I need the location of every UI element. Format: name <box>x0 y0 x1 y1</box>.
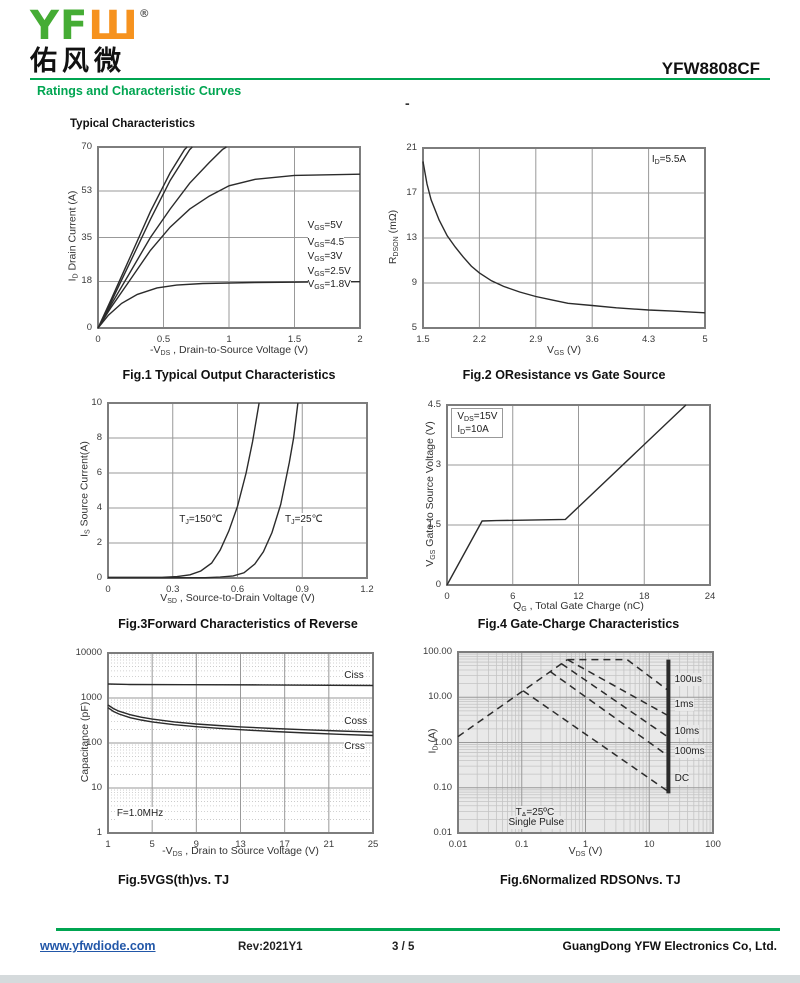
condition-pulse: Single Pulse <box>508 816 565 830</box>
series-soa-100ms <box>549 670 669 757</box>
header-rule <box>30 78 770 80</box>
label-10ms: 10ms <box>674 724 700 738</box>
fig4-x-axis-label: QG , Total Gate Charge (nC) <box>513 600 644 613</box>
legend-vgs-3v: VGS=3V <box>307 250 343 264</box>
fig6-canvas <box>457 651 714 834</box>
footer-rule <box>56 928 780 931</box>
series-soa-1ms <box>567 658 669 717</box>
page-heading: Typical Characteristics <box>70 118 196 130</box>
fig5-x-axis-label: -VDS , Drain to Source Voltage (V) <box>162 845 319 858</box>
conditions-box: VDS=15V ID=10A <box>451 408 504 439</box>
series-soa-100us <box>567 658 669 692</box>
legend-vgs-2.5v: VGS=2.5V <box>307 265 351 279</box>
series-rdson-vs-vgs <box>422 161 706 314</box>
logo-chinese-name: 佑风微 <box>30 46 126 77</box>
page-bottom-strip <box>0 975 800 983</box>
label-ciss: Ciss <box>344 669 364 683</box>
logo-w-glyph: Ш <box>88 3 139 49</box>
label-100ms: 100ms <box>674 744 705 758</box>
fig3-caption: Fig.3Forward Characteristics of Reverse <box>118 617 358 631</box>
condition-id: ID=5.5A <box>651 154 687 167</box>
series-gate-charge <box>446 404 687 586</box>
series-tj-25c <box>108 402 299 579</box>
series-vgs-4.5v <box>97 146 193 329</box>
series-soa-10ms <box>561 663 669 738</box>
label-coss: Coss <box>344 715 368 729</box>
label-1ms: 1ms <box>674 697 694 711</box>
series-ciss <box>107 683 374 687</box>
series-soa-dc <box>522 690 669 793</box>
logo-yf-text: YF <box>30 3 89 49</box>
fig6-x-axis-label: VDS (V) <box>568 845 603 858</box>
fig3-x-axis-label: VSD , Source-to-Drain Voltage (V) <box>160 592 315 605</box>
fig2-caption: Fig.2 OResistance vs Gate Source <box>462 368 666 382</box>
fig3-y-axis-label: IS Source Current(A) <box>78 441 92 537</box>
series-vgs-1.8v <box>97 281 361 329</box>
fig2-canvas <box>422 147 706 329</box>
fig6-caption: Fig.6Normalized RDSONvs. TJ <box>500 873 681 887</box>
header-dash: - <box>405 95 410 111</box>
label-dc: DC <box>674 771 690 785</box>
condition-freq: F=1.0MHz <box>116 806 164 820</box>
series-vgs-3v <box>97 146 227 329</box>
series-crss <box>107 707 374 737</box>
fig1-canvas <box>97 146 361 329</box>
section-title: Ratings and Characteristic Curves <box>37 84 242 98</box>
website-link[interactable]: www.yfwdiode.com <box>40 939 156 953</box>
fig1-x-axis-label: -VDS , Drain-to-Source Voltage (V) <box>150 344 308 357</box>
fig6-y-axis-label: ID (A) <box>426 728 440 754</box>
fig1-caption: Fig.1 Typical Output Characteristics <box>122 368 336 382</box>
label-100us: 100us <box>674 673 702 687</box>
part-number: YFW8808CF <box>661 59 760 78</box>
fig1-y-axis-label: ID Drain Current (A) <box>66 190 80 282</box>
legend-vgs-5v: VGS=5V <box>307 219 343 233</box>
fig5-canvas <box>107 652 374 834</box>
registered-mark: ® <box>138 7 151 20</box>
fig4-canvas <box>446 404 711 586</box>
label-crss: Crss <box>344 740 365 754</box>
fig2-x-axis-label: VGS (V) <box>546 344 582 357</box>
fig5-caption: Fig.5VGS(th)vs. TJ <box>118 873 230 887</box>
fig4-caption: Fig.4 Gate-Charge Characteristics <box>477 617 680 631</box>
series-vgs-5v <box>97 146 188 329</box>
series-rdson-limit-rise <box>457 658 568 738</box>
fig3-canvas <box>107 402 368 579</box>
fig5-y-axis-label: Capacitance (pF) <box>79 701 91 783</box>
series-coss <box>107 704 374 733</box>
legend-vgs-1.8v: VGS=1.8V <box>307 278 351 292</box>
logo-wordmark: YFШ® <box>30 6 151 46</box>
series-vgs-2.5v <box>97 173 361 329</box>
label-tj25: TJ=25℃ <box>284 513 323 527</box>
legend-vgs-4.5v: VGS=4.5 <box>307 235 345 249</box>
fig2-y-axis-label: RDSON (mΩ) <box>387 209 400 265</box>
page-number: 3 / 5 <box>392 941 415 953</box>
fig4-y-axis-label: VGS Gate to Source Voltage (V) <box>424 421 437 567</box>
revision-label: Rev:2021Y1 <box>238 941 303 953</box>
condition-ta: TA=25ºC <box>515 805 555 819</box>
yfw-logo: YFШ® 佑风微 <box>30 6 151 75</box>
company-name: GuangDong YFW Electronics Co, Ltd. <box>562 939 777 953</box>
series-tj-150c <box>108 402 260 579</box>
label-tj150: TJ=150℃ <box>179 513 223 527</box>
